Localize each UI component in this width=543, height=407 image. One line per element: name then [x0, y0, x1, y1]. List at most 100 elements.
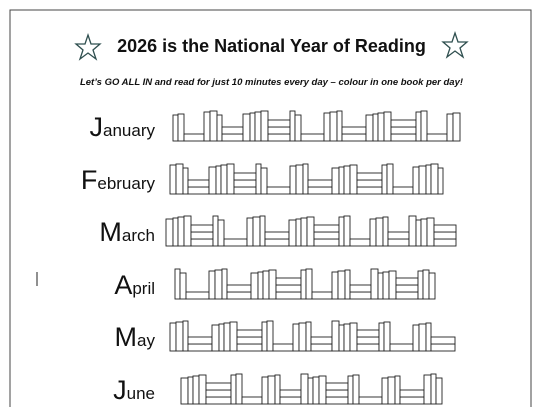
book — [185, 291, 210, 300]
book — [292, 323, 300, 352]
month-label: May — [114, 322, 155, 352]
book — [267, 119, 291, 128]
book — [356, 186, 383, 195]
book — [381, 164, 388, 195]
book — [294, 114, 302, 142]
book — [198, 374, 207, 405]
book — [187, 343, 213, 352]
book — [382, 216, 389, 247]
book — [267, 126, 291, 135]
book — [205, 382, 232, 391]
book — [187, 179, 210, 188]
book — [177, 216, 185, 247]
book — [313, 231, 340, 240]
month-label: June — [113, 375, 155, 405]
book — [390, 133, 417, 142]
book — [338, 166, 345, 195]
book — [387, 238, 410, 247]
book — [430, 163, 439, 195]
book — [323, 112, 331, 142]
book — [343, 165, 351, 195]
book — [226, 163, 235, 195]
book — [412, 324, 420, 352]
book — [318, 375, 327, 405]
book — [399, 389, 425, 398]
book — [325, 389, 349, 398]
book — [418, 165, 427, 195]
book — [349, 322, 358, 352]
book — [279, 396, 302, 405]
book — [338, 324, 345, 352]
month-label: April — [114, 270, 155, 300]
book — [341, 126, 367, 135]
book — [169, 322, 177, 352]
book — [331, 320, 340, 352]
book — [250, 272, 259, 300]
book — [183, 133, 205, 142]
book — [358, 396, 383, 405]
book — [426, 133, 448, 142]
book — [302, 163, 309, 195]
book — [266, 186, 291, 195]
book — [212, 215, 219, 247]
book — [233, 172, 257, 181]
book — [329, 111, 338, 142]
book — [298, 322, 307, 352]
book — [430, 373, 437, 405]
star-icon — [74, 32, 102, 61]
book — [192, 375, 200, 405]
book — [221, 268, 228, 300]
book — [203, 111, 211, 142]
book — [272, 343, 294, 352]
book — [236, 343, 263, 352]
book — [275, 291, 302, 300]
book — [430, 336, 456, 345]
book — [169, 164, 177, 195]
book — [295, 218, 302, 247]
book — [356, 329, 380, 338]
book — [307, 377, 314, 405]
book — [375, 217, 384, 247]
book — [216, 114, 223, 142]
month-label: January — [89, 112, 155, 142]
book — [336, 110, 343, 142]
book — [261, 321, 268, 352]
book — [190, 224, 214, 233]
book — [433, 224, 457, 233]
book — [300, 269, 307, 300]
book — [395, 277, 419, 286]
book — [420, 218, 428, 247]
book — [356, 179, 383, 188]
book — [381, 377, 389, 405]
book — [255, 163, 262, 195]
book — [214, 269, 223, 300]
book — [408, 215, 417, 247]
book — [349, 238, 371, 247]
book — [415, 219, 422, 247]
book — [174, 268, 181, 300]
book — [187, 376, 194, 405]
book — [394, 375, 401, 405]
book — [275, 284, 302, 293]
book — [378, 322, 385, 352]
book — [305, 268, 313, 300]
book — [311, 291, 333, 300]
book — [347, 375, 354, 405]
book — [313, 224, 340, 233]
book — [175, 163, 184, 195]
book — [426, 217, 435, 247]
book — [230, 374, 237, 405]
book — [386, 163, 394, 195]
book — [182, 167, 189, 195]
book — [382, 271, 390, 300]
book — [325, 382, 349, 391]
book — [300, 373, 309, 405]
book — [190, 231, 214, 240]
book — [264, 238, 290, 247]
book — [221, 133, 244, 142]
book-rows — [165, 110, 461, 405]
book — [236, 336, 263, 345]
book — [387, 376, 396, 405]
book — [260, 110, 269, 142]
